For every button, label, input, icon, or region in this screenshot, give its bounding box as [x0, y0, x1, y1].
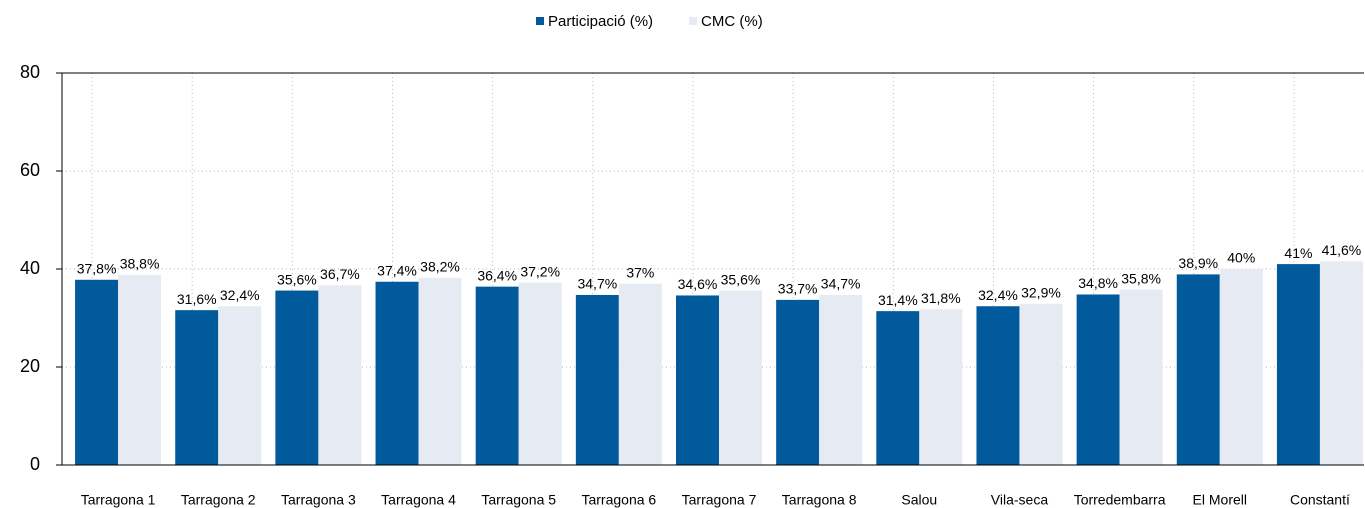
- bar: [518, 282, 562, 465]
- bar: [175, 310, 219, 465]
- data-label: 34,8%: [1078, 275, 1118, 291]
- bar: [375, 281, 419, 465]
- y-tick-label: 20: [20, 356, 40, 376]
- bar: [1319, 261, 1363, 465]
- data-label: 35,6%: [277, 271, 317, 287]
- data-label: 31,8%: [921, 290, 961, 306]
- data-label: 34,7%: [821, 276, 861, 292]
- bar: [318, 285, 362, 465]
- data-label: 31,6%: [177, 291, 217, 307]
- x-tick-label: Salou: [901, 492, 937, 508]
- bar: [1076, 294, 1120, 465]
- data-label: 37,2%: [520, 263, 560, 279]
- bar: [1176, 274, 1220, 465]
- legend-swatch: [689, 17, 698, 25]
- bar: [676, 295, 719, 465]
- y-tick-label: 60: [20, 160, 40, 180]
- x-tick-label: Vila-seca: [991, 492, 1049, 508]
- bar: [275, 290, 319, 465]
- data-label: 31,4%: [878, 292, 918, 308]
- x-tick-label: El Morell: [1193, 492, 1247, 508]
- data-label: 37,4%: [377, 262, 417, 278]
- bar: [618, 283, 662, 465]
- data-label: 32,9%: [1021, 284, 1061, 300]
- data-label: 35,8%: [1121, 270, 1161, 286]
- data-label: 36,4%: [477, 267, 517, 283]
- data-label: 35,6%: [721, 271, 761, 287]
- x-tick-label: Tarragona 3: [281, 492, 356, 508]
- data-label: 37,8%: [77, 260, 117, 276]
- data-label: 34,7%: [577, 276, 617, 292]
- bar: [218, 306, 262, 465]
- y-tick-label: 0: [30, 454, 40, 474]
- x-tick-label: Torredembarra: [1074, 492, 1166, 508]
- bar: [819, 294, 863, 465]
- x-tick-label: Tarragona 6: [581, 492, 656, 508]
- data-label: 38,2%: [420, 259, 460, 275]
- bar: [919, 309, 963, 465]
- bar: [575, 294, 619, 465]
- x-tick-label: Tarragona 7: [682, 492, 757, 508]
- bar: [75, 279, 119, 465]
- x-tick-label: Tarragona 2: [181, 492, 256, 508]
- y-tick-label: 80: [20, 62, 40, 82]
- bar: [976, 306, 1020, 465]
- legend-swatch: [536, 17, 544, 25]
- bar: [1119, 289, 1163, 465]
- data-label: 38,9%: [1178, 255, 1218, 271]
- data-label: 41%: [1284, 245, 1312, 261]
- data-label: 41,6%: [1322, 242, 1362, 258]
- data-label: 38,8%: [120, 256, 160, 272]
- data-label: 37%: [626, 264, 654, 280]
- x-tick-label: Tarragona 4: [381, 492, 456, 508]
- data-label: 40%: [1227, 250, 1255, 266]
- bar: [1019, 303, 1063, 465]
- y-tick-label: 40: [20, 258, 40, 278]
- bar: [776, 299, 820, 465]
- bar: [1276, 264, 1320, 465]
- data-label: 34,6%: [678, 276, 718, 292]
- bar: [418, 277, 462, 465]
- x-tick-label: Tarragona 8: [782, 492, 857, 508]
- data-label: 32,4%: [220, 287, 260, 303]
- bar: [1219, 269, 1263, 465]
- legend-label: CMC (%): [701, 13, 763, 30]
- x-tick-label: Tarragona 5: [481, 492, 556, 508]
- data-label: 33,7%: [778, 281, 818, 297]
- data-label: 32,4%: [978, 287, 1018, 303]
- bar: [719, 290, 762, 465]
- bar: [118, 274, 162, 465]
- bar: [475, 286, 519, 465]
- x-tick-label: Tarragona 1: [81, 492, 156, 508]
- legend-label: Participació (%): [548, 13, 653, 30]
- bar: [876, 311, 920, 465]
- x-tick-label: Constantí: [1290, 492, 1350, 508]
- data-label: 36,7%: [320, 266, 360, 282]
